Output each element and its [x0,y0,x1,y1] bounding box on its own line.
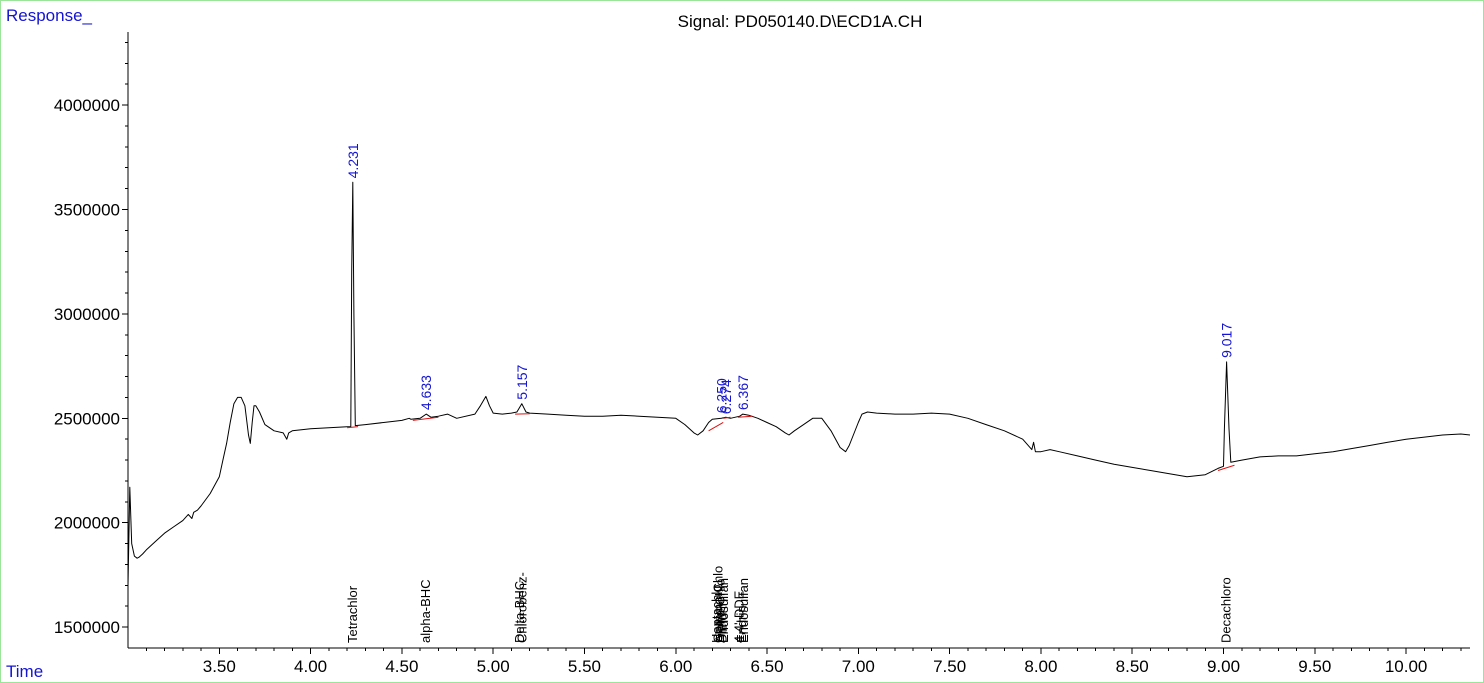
y-tick-label: 3500000 [54,200,120,219]
compound-label: Alpha-Chlo [712,579,727,643]
integration-baseline [723,416,731,419]
peak-rt-label: 6.250 [713,378,729,413]
y-tick-label: 2000000 [54,514,120,533]
compound-label: Tetrachlor [345,585,360,643]
peak-rt-label: 5.157 [514,364,530,399]
x-tick-label: 3.50 [203,657,236,676]
compound-label: Heptachlo [709,584,724,643]
compound-label: Decachloro [1219,577,1234,643]
x-tick-label: 4.50 [385,657,418,676]
y-tick-label: 2500000 [54,409,120,428]
x-tick-label: 8.00 [1024,657,1057,676]
x-tick-label: 9.00 [1207,657,1240,676]
x-tick-label: 10.00 [1385,657,1428,676]
compound-label: Endosulfan [736,578,751,643]
compound-label: 4,4'-DDE [732,590,747,643]
x-tick-label: 9.50 [1298,657,1331,676]
integration-baseline [708,422,724,432]
y-tick-label: 3000000 [54,305,120,324]
integration-baseline [1217,464,1235,471]
x-axis-ticks: 3.50 4.00 4.50 5.00 5.50 6.00 6.50 7.00 7.50 8.00… [145,648,1462,676]
y-axis-ticks: 1500000 2000000 2500000 3000000 3500000 40000… [54,41,128,637]
integration-baseline [737,415,753,418]
x-tick-label: 4.00 [294,657,327,676]
compound-label: Gamma-Chlo [711,566,726,643]
compound-label: Delta-BHC [512,581,527,643]
compound-label: Dieldrin [714,599,729,643]
chromatogram-trace [127,181,1471,586]
compound-label: Endrin [734,605,749,643]
y-tick-label: 1500000 [54,618,120,637]
peak-rt-label: 6.367 [735,375,751,410]
x-tick-label: 6.50 [751,657,784,676]
integration-baseline [347,426,359,429]
peak-rt-label: 6.274 [718,379,734,414]
compound-label: alpha-BHC [418,579,433,643]
x-tick-label: 7.50 [933,657,966,676]
peak-rt-label: 4.633 [418,375,434,410]
x-tick-label: 8.50 [1116,657,1149,676]
peak-rt-label: 4.231 [345,143,361,178]
x-tick-label: 5.00 [477,657,510,676]
chart-title: Signal: PD050140.D\ECD1A.CH [678,12,923,31]
peak-rt-label: 9.017 [1219,323,1235,358]
y-axis-label: Response_ [6,6,93,25]
x-axis-label: Time [6,662,43,681]
integration-baseline [412,416,439,421]
y-tick-label: 4000000 [54,96,120,115]
x-tick-label: 7.00 [842,657,875,676]
x-tick-label: 5.50 [568,657,601,676]
compound-label: Chlorobenz- [515,572,530,643]
x-tick-label: 6.00 [659,657,692,676]
compound-label: Endosulfan [716,578,731,643]
